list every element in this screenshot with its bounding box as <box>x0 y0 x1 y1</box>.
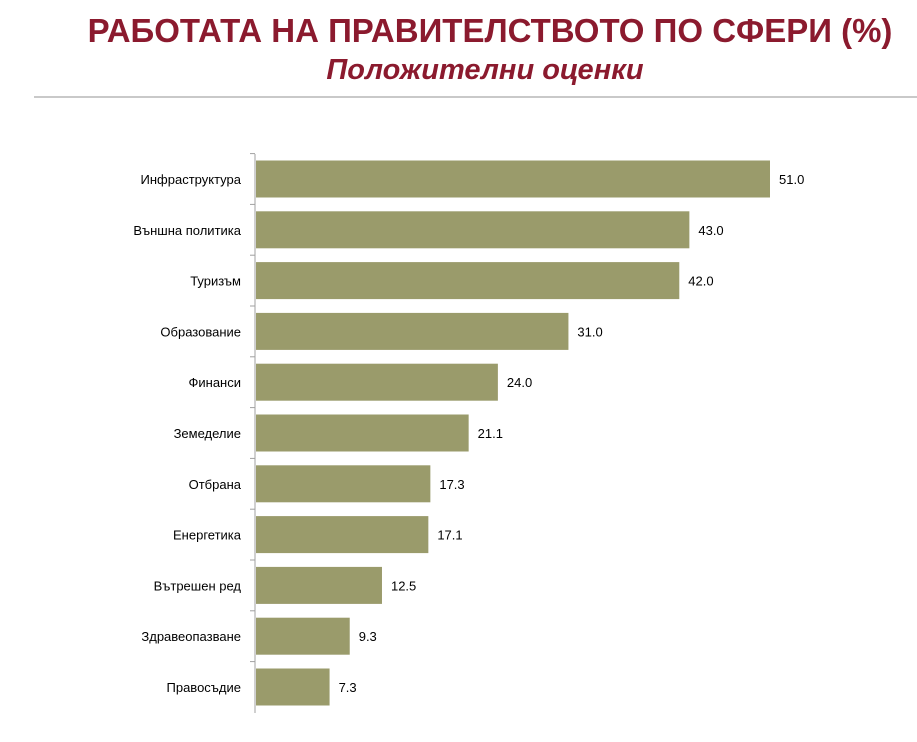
bar <box>256 363 498 401</box>
category-label: Земеделие <box>174 426 241 441</box>
bar <box>256 617 350 655</box>
category-label: Правосъдие <box>167 680 242 695</box>
category-label: Вътрешен ред <box>154 578 242 593</box>
data-label: 42.0 <box>688 274 713 289</box>
data-label: 17.3 <box>439 477 464 492</box>
data-label: 24.0 <box>507 375 532 390</box>
data-label: 21.1 <box>478 426 503 441</box>
bar <box>256 160 770 198</box>
data-label: 9.3 <box>359 629 377 644</box>
bar <box>256 211 690 249</box>
category-label: Здравеопазване <box>141 629 241 644</box>
category-label: Външна политика <box>133 223 241 238</box>
chart-subtitle: Положителни оценки <box>326 54 644 86</box>
bar <box>256 668 330 706</box>
category-label: Отбрана <box>189 477 242 492</box>
bar <box>256 516 429 554</box>
data-label: 31.0 <box>577 324 602 339</box>
data-label: 17.1 <box>437 528 462 543</box>
bar <box>256 414 469 452</box>
category-label: Енергетика <box>173 528 242 543</box>
data-label: 12.5 <box>391 578 416 593</box>
data-label: 51.0 <box>779 172 804 187</box>
chart-title: РАБОТАТА НА ПРАВИТЕЛСТВОТО ПО СФЕРИ (%) <box>87 12 893 49</box>
bar <box>256 262 680 300</box>
category-label: Финанси <box>189 375 242 390</box>
bar <box>256 566 382 604</box>
data-label: 7.3 <box>339 680 357 695</box>
title-divider <box>34 96 917 98</box>
bar <box>256 312 569 350</box>
bar <box>256 465 431 503</box>
category-label: Инфраструктура <box>141 172 242 187</box>
category-label: Туризъм <box>190 274 241 289</box>
data-label: 43.0 <box>698 223 723 238</box>
category-label: Образование <box>160 324 241 339</box>
